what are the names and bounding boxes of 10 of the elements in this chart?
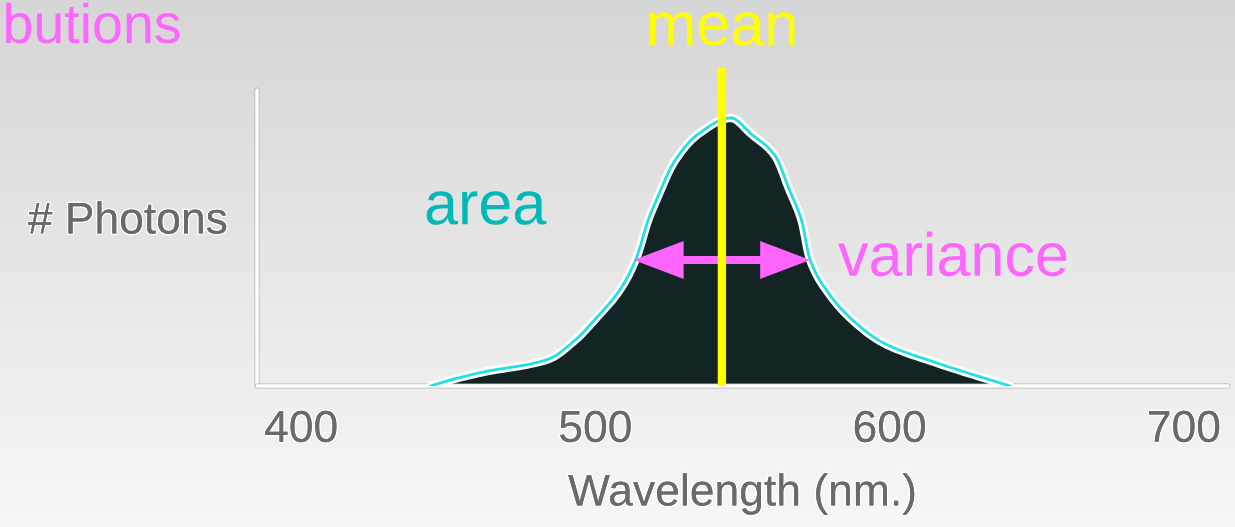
y-axis-title: # Photons xyxy=(27,201,227,234)
x-tick-label: 700 xyxy=(1149,410,1220,443)
chart-title: butions xyxy=(6,2,180,44)
annotation: area xyxy=(426,191,547,225)
ref-line-label: mean xyxy=(649,12,795,46)
x-tick-label: 500 xyxy=(560,410,631,443)
annotation: variance xyxy=(838,231,1067,277)
x-axis-title: Wavelength (nm.) xyxy=(568,473,915,515)
x-tick-label: 600 xyxy=(854,410,925,443)
x-tick-label: 400 xyxy=(265,410,337,443)
